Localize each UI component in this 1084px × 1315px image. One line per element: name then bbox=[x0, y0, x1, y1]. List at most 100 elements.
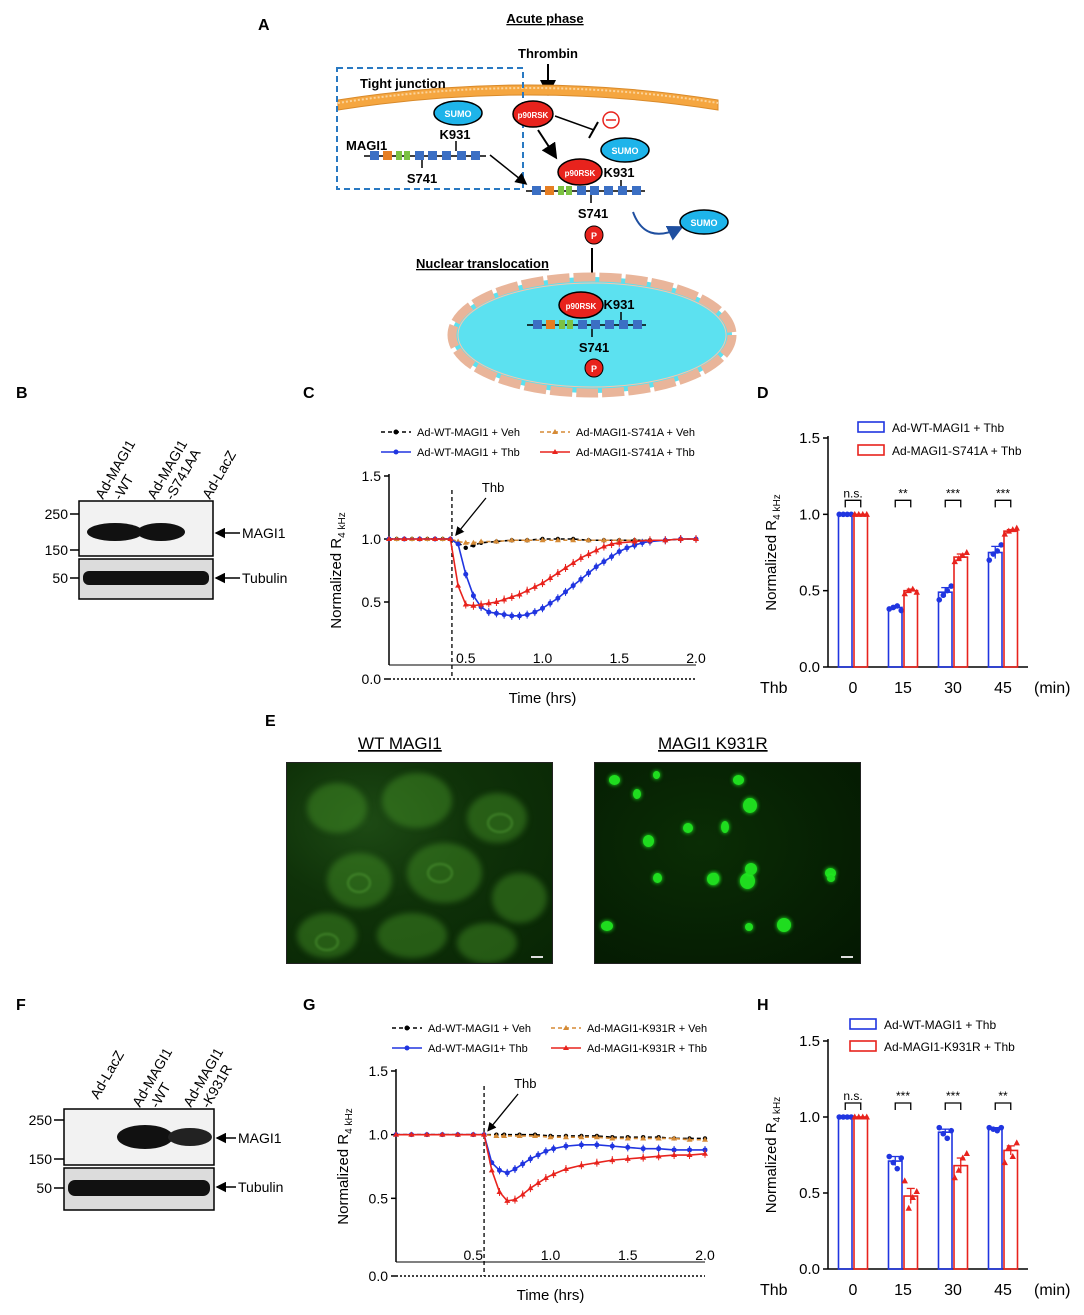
y-tick-label: 0.0 bbox=[799, 659, 820, 676]
y-tick-label: 1.0 bbox=[369, 1127, 389, 1143]
data-point-3 bbox=[401, 536, 408, 541]
tight-junction-label: Tight junction bbox=[360, 76, 446, 91]
y-tick-label: 1.0 bbox=[799, 506, 820, 523]
data-point bbox=[948, 583, 955, 589]
mw-f-50: 50 bbox=[36, 1180, 52, 1196]
significance-bracket bbox=[944, 1102, 962, 1110]
significance-label: n.s. bbox=[843, 1089, 862, 1103]
bar-1-0 bbox=[853, 513, 869, 668]
p90rsk-label-3: p90RSK bbox=[566, 302, 597, 311]
data-point bbox=[940, 592, 947, 599]
data-point bbox=[963, 1149, 970, 1156]
band-b-magi1-2 bbox=[137, 523, 185, 541]
sumo-bubble-1 bbox=[433, 100, 483, 126]
data-point-3 bbox=[408, 1131, 415, 1137]
panel-letter-c: C bbox=[303, 385, 315, 402]
data-point bbox=[844, 1114, 851, 1120]
data-point bbox=[955, 1166, 962, 1173]
y-tick-label: 1.5 bbox=[369, 1063, 389, 1079]
data-point-1 bbox=[562, 1134, 569, 1140]
data-point-3 bbox=[455, 582, 462, 588]
legend-swatch-0 bbox=[849, 1018, 877, 1030]
mw-f-250: 250 bbox=[29, 1112, 53, 1128]
x-tick-label: 1.0 bbox=[533, 650, 553, 666]
data-point-1 bbox=[624, 1135, 631, 1141]
data-point bbox=[936, 597, 943, 603]
y-axis-title: Normalized R4 kHz bbox=[763, 494, 783, 610]
data-point bbox=[936, 1124, 943, 1131]
e-right-title: MAGI1 K931R bbox=[658, 734, 768, 753]
panel-letter-f: F bbox=[16, 997, 26, 1014]
data-point-1 bbox=[554, 537, 561, 543]
band-label-b-tubulin: Tubulin bbox=[242, 570, 287, 586]
p90rsk-label-2: p90RSK bbox=[565, 169, 596, 178]
p90rsk-label-1: p90RSK bbox=[518, 111, 549, 120]
micrograph-magi1-k931r bbox=[594, 762, 861, 964]
lane-label-f-2: Ad-MAGI1 -WT bbox=[129, 1042, 191, 1118]
data-point-2 bbox=[455, 541, 461, 547]
y-tick-label: 0.5 bbox=[799, 1185, 820, 1202]
data-point bbox=[898, 1155, 905, 1161]
data-point bbox=[909, 1194, 916, 1201]
thb-annotation: Thb bbox=[514, 1076, 536, 1091]
y-tick-label: 0.0 bbox=[362, 671, 382, 687]
data-point bbox=[863, 1113, 870, 1120]
panel-letter-a: A bbox=[258, 17, 270, 34]
data-point bbox=[836, 1114, 843, 1120]
sumo-release-arrow bbox=[632, 211, 684, 241]
legend-marker-0 bbox=[404, 1025, 410, 1031]
data-point-1 bbox=[532, 1132, 539, 1138]
band-b-tubulin bbox=[83, 571, 209, 585]
inhibit-line bbox=[554, 115, 595, 131]
data-point bbox=[951, 1174, 958, 1181]
bar-1-1 bbox=[903, 589, 919, 668]
data-point-1 bbox=[516, 1132, 523, 1138]
data-point bbox=[959, 1154, 966, 1161]
thb-arrow bbox=[487, 1093, 519, 1132]
data-point bbox=[1005, 1143, 1012, 1150]
x-tick-label: 0 bbox=[849, 1282, 858, 1299]
magi1-label: MAGI1 bbox=[346, 138, 387, 153]
x-tick-label: 1.5 bbox=[618, 1247, 638, 1263]
thb-arrow bbox=[455, 497, 487, 537]
data-point bbox=[998, 542, 1005, 548]
sumo-bubble-2 bbox=[600, 137, 650, 163]
data-point-3 bbox=[416, 536, 423, 541]
x-axis-title: Time (hrs) bbox=[517, 1287, 585, 1304]
band-f-tubulin bbox=[68, 1180, 210, 1196]
data-point bbox=[1001, 530, 1008, 537]
x-tick-label: 1.5 bbox=[610, 650, 630, 666]
data-point-1 bbox=[671, 1135, 678, 1141]
panel-f: F Ad-LacZ Ad-MAGI1 -WT Ad-MAGI1 -K931R 2… bbox=[16, 997, 283, 1211]
data-point bbox=[1009, 1153, 1016, 1160]
y-tick-label: 1.0 bbox=[799, 1109, 820, 1126]
magi1-domain-chain-2 bbox=[526, 180, 645, 203]
nuclear-envelope-inner bbox=[457, 282, 727, 388]
x-tick-label: 0.5 bbox=[464, 1247, 484, 1263]
band-b-magi1-1 bbox=[87, 523, 143, 541]
data-point bbox=[998, 1124, 1005, 1131]
band-f-magi1-1 bbox=[117, 1125, 173, 1149]
thrombin-label: Thrombin bbox=[518, 46, 578, 61]
data-point bbox=[951, 558, 958, 565]
legend-label-3: Ad-MAGI1-K931R + Thb bbox=[587, 1043, 707, 1055]
series-line-1 bbox=[396, 1133, 705, 1141]
data-point bbox=[844, 511, 851, 518]
data-point bbox=[948, 1127, 955, 1134]
sumo-label-2: SUMO bbox=[612, 146, 639, 156]
data-point bbox=[1001, 1159, 1008, 1166]
data-point-1 bbox=[470, 539, 477, 545]
significance-label: ** bbox=[898, 486, 908, 500]
y-axis-title: Normalized R4 kHz bbox=[335, 1108, 355, 1224]
data-point bbox=[913, 1187, 920, 1194]
bar-0-3 bbox=[987, 1128, 1003, 1270]
inhibit-symbol bbox=[602, 111, 620, 129]
x-axis-title: Thb bbox=[760, 680, 788, 697]
data-point bbox=[886, 1153, 893, 1160]
x-axis-title: Time (hrs) bbox=[509, 690, 577, 707]
y-tick-label: 1.5 bbox=[799, 1033, 820, 1050]
data-point-1 bbox=[478, 538, 485, 544]
bar-1-3 bbox=[1003, 1149, 1019, 1270]
data-point bbox=[890, 1159, 897, 1166]
phospho-badge-1 bbox=[584, 225, 604, 245]
